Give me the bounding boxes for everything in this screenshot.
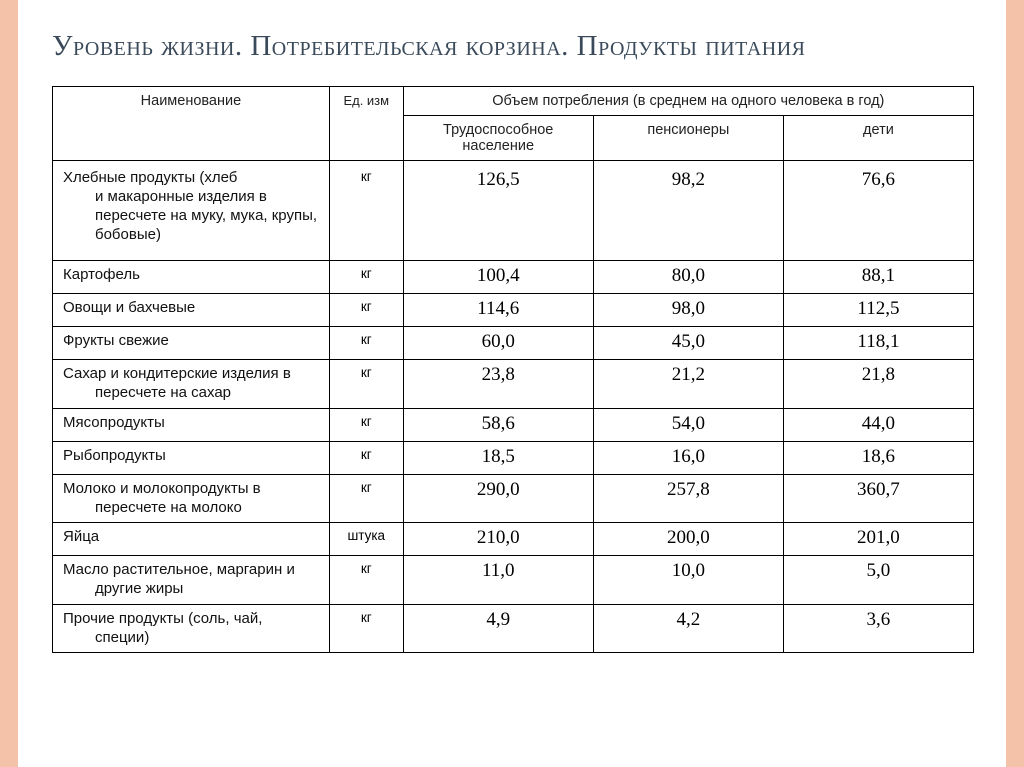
cell-name: Сахар и кондитерские изделия впересчете … [53,360,330,409]
table-row: Мясопродуктыкг58,654,044,0 [53,408,974,441]
header-children: дети [783,116,973,161]
table-row: Прочие продукты (соль, чай,специи)кг4,94… [53,604,974,653]
header-consumption: Объем потребления (в среднем на одного ч… [403,87,973,116]
cell-value: 88,1 [783,261,973,294]
cell-value: 16,0 [593,441,783,474]
table-row: Фрукты свежиекг60,045,0118,1 [53,327,974,360]
cell-value: 10,0 [593,556,783,605]
cell-value: 45,0 [593,327,783,360]
cell-value: 114,6 [403,294,593,327]
cell-unit: кг [329,294,403,327]
cell-value: 210,0 [403,523,593,556]
cell-unit: кг [329,474,403,523]
cell-value: 76,6 [783,161,973,261]
cell-name: Молоко и молокопродукты впересчете на мо… [53,474,330,523]
cell-value: 21,8 [783,360,973,409]
table-row: Рыбопродуктыкг18,516,018,6 [53,441,974,474]
cell-value: 200,0 [593,523,783,556]
cell-value: 60,0 [403,327,593,360]
cell-name: Картофель [53,261,330,294]
slide-title: Уровень жизни. Потребительская корзина. … [52,28,974,64]
cell-value: 290,0 [403,474,593,523]
cell-value: 257,8 [593,474,783,523]
cell-value: 58,6 [403,408,593,441]
cell-unit: кг [329,556,403,605]
cell-value: 201,0 [783,523,973,556]
cell-value: 126,5 [403,161,593,261]
cell-value: 80,0 [593,261,783,294]
table-row: Яйцаштука210,0200,0201,0 [53,523,974,556]
cell-value: 3,6 [783,604,973,653]
cell-name: Прочие продукты (соль, чай,специи) [53,604,330,653]
cell-unit: кг [329,604,403,653]
cell-value: 112,5 [783,294,973,327]
cell-name: Масло растительное, маргарин идругие жир… [53,556,330,605]
food-consumption-table: Наименование Ед. изм Объем потребления (… [52,86,974,653]
cell-unit: кг [329,408,403,441]
cell-unit: кг [329,261,403,294]
cell-value: 21,2 [593,360,783,409]
cell-value: 23,8 [403,360,593,409]
cell-value: 118,1 [783,327,973,360]
cell-value: 4,9 [403,604,593,653]
table-row: Масло растительное, маргарин идругие жир… [53,556,974,605]
cell-name: Мясопродукты [53,408,330,441]
table-row: Сахар и кондитерские изделия впересчете … [53,360,974,409]
cell-name: Фрукты свежие [53,327,330,360]
cell-name: Яйца [53,523,330,556]
cell-name: Хлебные продукты (хлеби макаронные издел… [53,161,330,261]
header-unit: Ед. изм [329,87,403,161]
cell-unit: кг [329,327,403,360]
cell-value: 100,4 [403,261,593,294]
cell-value: 18,5 [403,441,593,474]
table-row: Хлебные продукты (хлеби макаронные издел… [53,161,974,261]
table-row: Молоко и молокопродукты впересчете на мо… [53,474,974,523]
header-working: Трудоспособное население [403,116,593,161]
cell-value: 44,0 [783,408,973,441]
cell-value: 11,0 [403,556,593,605]
header-pensioners: пенсионеры [593,116,783,161]
cell-value: 54,0 [593,408,783,441]
cell-name: Овощи и бахчевые [53,294,330,327]
cell-value: 360,7 [783,474,973,523]
header-name: Наименование [53,87,330,161]
cell-unit: кг [329,161,403,261]
cell-value: 98,2 [593,161,783,261]
cell-unit: штука [329,523,403,556]
cell-unit: кг [329,360,403,409]
cell-name: Рыбопродукты [53,441,330,474]
table-row: Овощи и бахчевыекг114,698,0112,5 [53,294,974,327]
cell-value: 4,2 [593,604,783,653]
cell-value: 5,0 [783,556,973,605]
cell-value: 98,0 [593,294,783,327]
table-row: Картофелькг100,480,088,1 [53,261,974,294]
cell-value: 18,6 [783,441,973,474]
cell-unit: кг [329,441,403,474]
